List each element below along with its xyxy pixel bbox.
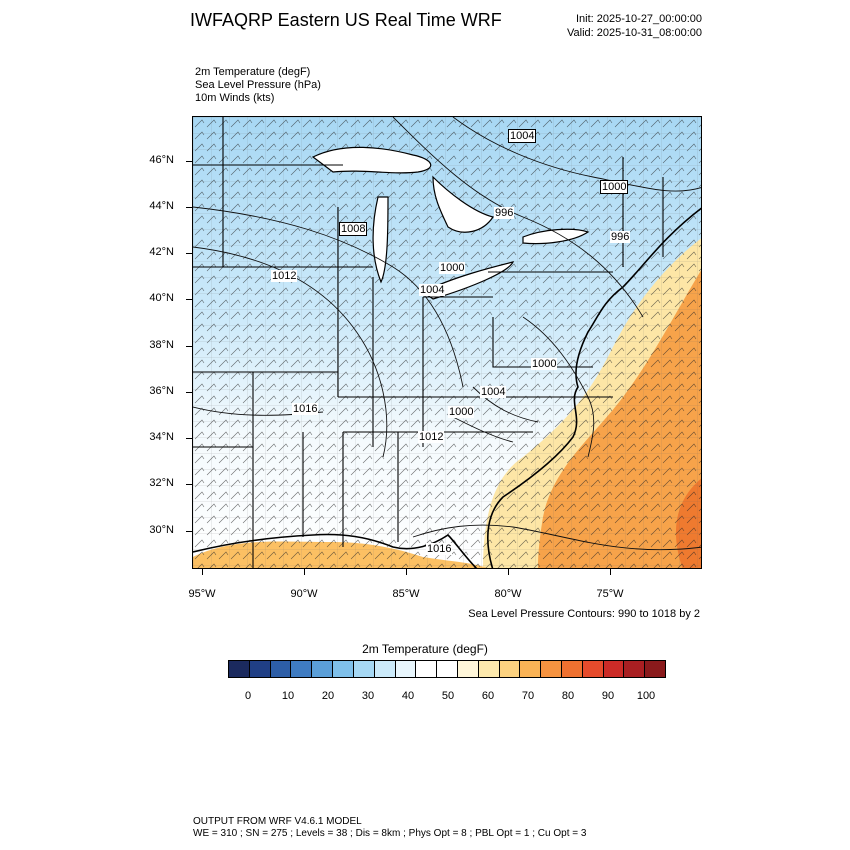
colorbar-swatch	[645, 661, 666, 677]
contour-note: Sea Level Pressure Contours: 990 to 1018…	[468, 608, 700, 620]
colorbar-label: 60	[481, 690, 495, 702]
colorbar-swatch	[437, 661, 458, 677]
pressure-label: 1016	[426, 543, 453, 555]
colorbar-swatch	[520, 661, 542, 677]
lat-label-42: 42°N	[149, 246, 174, 258]
colorbar-swatch	[582, 661, 604, 677]
colorbar-swatch	[291, 661, 313, 677]
colorbar-label: 100	[636, 690, 656, 702]
colorbar-label: 50	[441, 690, 455, 702]
colorbar-label: 10	[281, 690, 295, 702]
colorbar-swatch	[499, 661, 521, 677]
lon-label-95: 95°W	[188, 588, 216, 600]
colorbar-label: 40	[401, 690, 415, 702]
colorbar-title: 2m Temperature (degF)	[362, 642, 488, 656]
lat-label-46: 46°N	[149, 154, 174, 166]
lat-label-36: 36°N	[149, 385, 174, 397]
lat-label-44: 44°N	[149, 200, 174, 212]
footer-config: WE = 310 ; SN = 275 ; Levels = 38 ; Dis …	[193, 828, 587, 839]
atlantic-coastline	[487, 207, 701, 568]
colorbar-swatch	[478, 661, 500, 677]
lat-label-30: 30°N	[149, 524, 174, 536]
page-title: IWFAQRP Eastern US Real Time WRF	[190, 10, 502, 30]
lat-label-32: 32°N	[149, 477, 174, 489]
colorbar	[228, 660, 666, 678]
colorbar-swatch	[541, 661, 562, 677]
init-time: Init: 2025-10-27_00:00:00	[576, 13, 702, 25]
pressure-label: 1000	[531, 358, 558, 370]
lon-label-90: 90°W	[290, 588, 318, 600]
colorbar-label: 70	[521, 690, 535, 702]
colorbar-swatch	[333, 661, 354, 677]
field-winds: 10m Winds (kts)	[195, 92, 275, 104]
map-panel: 1004 1000 996 996 1008 1000 1012 1004 10…	[192, 116, 702, 569]
colorbar-label: 30	[361, 690, 375, 702]
pressure-label: 1012	[418, 431, 445, 443]
field-pressure: Sea Level Pressure (hPa)	[195, 79, 321, 91]
lake-ontario	[522, 228, 590, 245]
pressure-label: 1004	[508, 129, 537, 143]
colorbar-label: 90	[601, 690, 615, 702]
colorbar-swatch	[229, 661, 250, 677]
lake-michigan	[372, 196, 389, 284]
colorbar-swatch	[374, 661, 396, 677]
pressure-label: 1012	[271, 270, 298, 282]
pressure-label: 996	[610, 231, 631, 243]
lon-label-75: 75°W	[596, 588, 624, 600]
pressure-label: 1000	[600, 180, 629, 194]
pressure-label: 996	[494, 207, 515, 219]
footer-model: OUTPUT FROM WRF V4.6.1 MODEL	[193, 816, 362, 827]
valid-time: Valid: 2025-10-31_08:00:00	[567, 27, 702, 39]
colorbar-label: 20	[321, 690, 335, 702]
lake-superior	[311, 146, 432, 174]
pressure-label: 1004	[480, 386, 507, 398]
colorbar-label: 0	[244, 690, 252, 702]
colorbar-swatch	[457, 661, 479, 677]
field-temperature: 2m Temperature (degF)	[195, 66, 311, 78]
lon-label-80: 80°W	[494, 588, 522, 600]
pressure-label: 1008	[339, 222, 368, 236]
pressure-label: 1000	[448, 406, 475, 418]
colorbar-swatch	[603, 661, 625, 677]
lon-label-85: 85°W	[392, 588, 420, 600]
colorbar-label: 80	[561, 690, 575, 702]
colorbar-swatch	[395, 661, 417, 677]
lat-label-34: 34°N	[149, 431, 174, 443]
colorbar-swatch	[312, 661, 334, 677]
lat-label-38: 38°N	[149, 339, 174, 351]
colorbar-swatch	[270, 661, 292, 677]
colorbar-swatch	[562, 661, 583, 677]
pressure-label: 1016	[292, 403, 319, 415]
colorbar-swatch	[624, 661, 646, 677]
gulf-coastline	[193, 533, 478, 568]
pressure-label: 1000	[439, 262, 466, 274]
colorbar-swatch	[416, 661, 438, 677]
colorbar-swatch	[353, 661, 375, 677]
lat-label-40: 40°N	[149, 292, 174, 304]
colorbar-swatch	[249, 661, 271, 677]
lake-erie	[421, 261, 515, 300]
lake-huron	[432, 175, 494, 233]
pressure-label: 1004	[419, 284, 446, 296]
